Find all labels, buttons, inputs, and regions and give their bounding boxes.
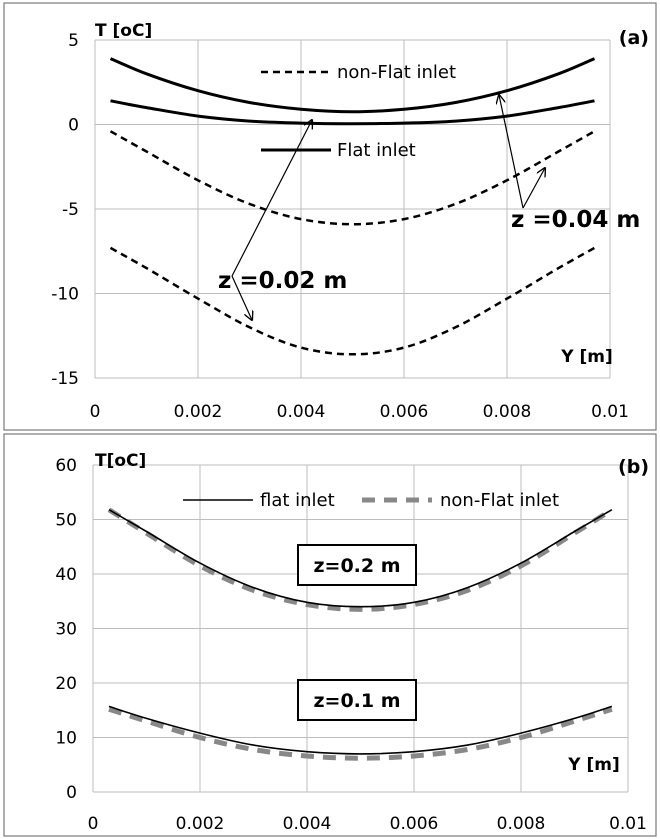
x-tick-label: 0.008 (483, 402, 532, 422)
panel-b-legend: flat inlet non-Flat inlet (183, 490, 559, 511)
panel-a-x-ticks: 0 0.002 0.004 0.006 0.008 0.01 (90, 402, 629, 422)
y-tick-label: 5 (68, 31, 79, 51)
panel-a-label: (a) (619, 27, 649, 49)
x-tick-label: 0.008 (497, 814, 546, 834)
x-tick-label: 0.01 (591, 402, 629, 422)
annotation-box-z01 (297, 679, 417, 721)
annotation-box-z02 (297, 544, 417, 586)
annotation-z004: z =0.04 m (511, 207, 640, 233)
arrow-z002-up (231, 120, 312, 277)
x-tick-label: 0.006 (380, 402, 429, 422)
panel-b-y-ticks: 0 10 20 30 40 50 60 (55, 456, 77, 803)
panel-b-xlabel: Y [m] (567, 755, 619, 775)
y-tick-label: 40 (55, 565, 77, 585)
panel-a-series (109, 57, 596, 356)
y-tick-label: 60 (55, 456, 77, 476)
panel-a-grid (94, 39, 611, 379)
y-tick-label: -10 (51, 285, 79, 305)
panel-a-y-ticks: -15 -10 -5 0 5 (51, 31, 79, 389)
series-non-flat-inlet-z002 (109, 246, 596, 356)
panel-b-grid (92, 464, 629, 793)
panel-a-legend: non-Flat inlet Flat inlet (261, 62, 456, 161)
panel-b-frame (3, 433, 657, 837)
series-flat-inlet-z002 (110, 99, 595, 126)
y-tick-label: 20 (55, 674, 77, 694)
panel-a-ylabel: T [oC] (95, 21, 152, 41)
series-flat-inlet-z02 (108, 509, 613, 608)
panel-b-annotations: z=0.2 m z=0.1 m (297, 544, 417, 721)
x-tick-label: 0.002 (176, 814, 225, 834)
panel-b-ylabel: T[oC] (95, 451, 146, 471)
panel-b-label: (b) (618, 456, 649, 478)
x-tick-label: 0.002 (174, 402, 223, 422)
y-tick-label: 30 (55, 620, 77, 640)
x-tick-label: 0 (88, 814, 99, 834)
panel-a-annotations: z =0.02 m z =0.04 m (218, 95, 640, 320)
y-tick-label: 0 (68, 116, 79, 136)
y-tick-label: -15 (51, 369, 79, 389)
arrow-z004-down (522, 168, 545, 209)
x-tick-label: 0.006 (390, 814, 439, 834)
panel-b-series (107, 507, 614, 761)
annotation-z002: z =0.02 m (218, 268, 347, 294)
legend-label-non-flat: non-Flat inlet (337, 62, 456, 83)
series-non-flat-inlet-z01 (108, 706, 613, 761)
y-tick-label: 0 (66, 783, 77, 803)
series-flat-inlet-z004 (109, 57, 596, 114)
panel-a-frame (3, 2, 657, 431)
y-tick-label: 10 (55, 729, 77, 749)
series-non-flat-inlet-z02 (107, 507, 614, 612)
x-tick-label: 0.01 (609, 814, 647, 834)
arrow-z002-down (231, 275, 252, 320)
panel-a-xlabel: Y [m] (560, 347, 612, 367)
panel-a: -15 -10 -5 0 5 0 0.002 0.004 0.006 0.008 0.01 T [… (3, 2, 657, 431)
legend-label-non-flat-b: non-Flat inlet (440, 490, 559, 511)
arrow-z004-up (499, 95, 524, 209)
legend-label-flat: Flat inlet (337, 140, 416, 161)
x-tick-label: 0.004 (277, 402, 326, 422)
legend-label-flat-b: flat inlet (260, 490, 335, 511)
annotation-z01: z=0.1 m (313, 690, 400, 712)
panel-b-x-ticks: 0 0.002 0.004 0.006 0.008 0.01 (88, 814, 647, 834)
series-flat-inlet-z01 (108, 705, 613, 755)
y-tick-label: -5 (62, 200, 79, 220)
x-tick-label: 0 (90, 402, 101, 422)
y-tick-label: 50 (55, 511, 77, 531)
annotation-z02: z=0.2 m (313, 555, 400, 577)
x-tick-label: 0.004 (283, 814, 332, 834)
